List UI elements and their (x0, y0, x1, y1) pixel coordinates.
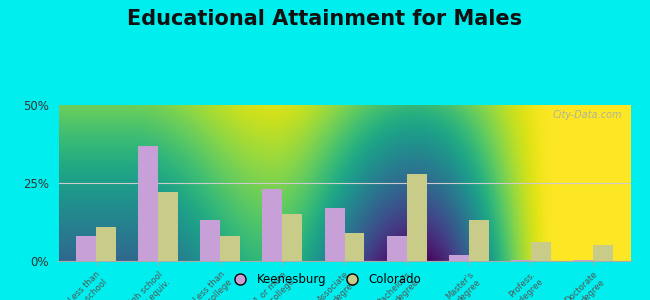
Legend: Keenesburg, Colorado: Keenesburg, Colorado (224, 269, 426, 291)
Bar (282, 214, 302, 261)
Bar (220, 236, 240, 261)
Bar (593, 245, 613, 261)
Text: City-Data.com: City-Data.com (552, 110, 622, 120)
Bar (76, 236, 96, 261)
Bar (263, 189, 282, 261)
Bar (158, 192, 178, 261)
Bar (324, 208, 345, 261)
Text: Educational Attainment for Males: Educational Attainment for Males (127, 9, 523, 29)
Bar (138, 146, 158, 261)
Bar (531, 242, 551, 261)
Bar (344, 233, 365, 261)
Bar (200, 220, 220, 261)
Bar (96, 227, 116, 261)
Bar (511, 260, 531, 261)
Bar (573, 260, 593, 261)
Bar (449, 255, 469, 261)
Bar (387, 236, 407, 261)
Bar (469, 220, 489, 261)
Bar (407, 174, 426, 261)
